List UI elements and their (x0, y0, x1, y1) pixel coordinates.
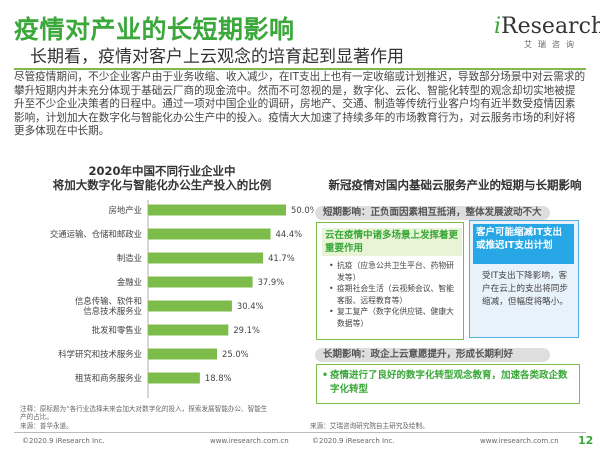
category-label-7: 租赁和商务服务业 (75, 373, 142, 383)
long-term-text: 疫情进行了良好的数字化转型观念教育，加速各类政企数字化转型 (322, 369, 574, 396)
value-label-3: 37.9% (258, 277, 285, 287)
bar-4 (148, 300, 232, 312)
value-label-0: 50.0% (291, 205, 314, 215)
category-label-3: 金融业 (117, 277, 142, 287)
bar-7 (148, 372, 200, 384)
category-label-2: 制造业 (117, 253, 142, 263)
logo-chinese-name: 艾瑞咨询 (524, 40, 580, 49)
value-label-2: 41.7% (268, 253, 295, 263)
chart-note-line-2: 产的占比。 (20, 413, 53, 422)
panel-source: 来源：艾瑞咨询研究院自主研究及绘制。 (310, 422, 429, 430)
value-label-5: 29.1% (233, 325, 260, 335)
negative-factor-text: 受IT支出下降影响，客户在云上的支出将同步缩减，但幅度将略小。 (482, 271, 568, 307)
negative-factor-heading: 客户可能缩减IT支出或推迟IT支出计划 (473, 224, 574, 264)
chart-title-line-1: 2020年中国不同行业企业中 (88, 164, 236, 178)
page-number: 12 (578, 434, 594, 447)
header-divider (14, 68, 586, 70)
value-label-1: 44.4% (276, 229, 303, 239)
bar-3 (148, 276, 253, 288)
list-item: 抗疫（应急公共卫生平台、药物研发等） (329, 260, 461, 283)
list-item: 疫期社会生活（云视频会议、智能客服、远程教育等） (329, 283, 461, 306)
long-term-label: 长期影响：政企上云意愿提升，形成长期利好 (315, 348, 550, 362)
positive-factor-list: 抗疫（应急公共卫生平台、药物研发等） 疫期社会生活（云视频会议、智能客服、远程教… (329, 260, 461, 329)
chart-note-line-1: 注释：原标题为“各行业选择未来会加大对数字化的投入，探索发展智能办公、智能生 (20, 405, 268, 413)
category-label-0: 房地产业 (109, 205, 143, 215)
category-label-6: 科学研究和技术服务业 (58, 349, 142, 359)
bar-2 (148, 252, 264, 264)
positive-factor-heading: 云在疫情中诸多场景上发挥着更重要作用 (322, 228, 462, 256)
bar-5 (148, 324, 229, 336)
footer-copyright-right: ©2020.9 iResearch Inc. (312, 437, 395, 445)
page-title: 疫情对产业的长短期影响 (14, 15, 295, 44)
chart-title-line-2: 将加大数字化与智能化办公生产投入的比例 (52, 178, 272, 192)
chart-note: 注释：原标题为“各行业选择未来会加大对数字化的投入，探索发展智能办公、智能生 产… (20, 405, 310, 430)
bar-1 (148, 228, 271, 240)
value-label-6: 25.0% (222, 349, 249, 359)
impact-panel-title: 新冠疫情对国内基础云服务产业的短期与长期影响 (328, 178, 582, 192)
intro-paragraph: 尽管疫情期间，不少企业客户由于业务收缩、收入减少，在IT支出上也有一定收缩或计划… (14, 71, 586, 138)
chart-source: 来源：普华永道。 (20, 421, 73, 430)
footer-website-left: www.iresearch.com.cn (210, 437, 289, 445)
positive-factor-box (316, 222, 464, 340)
chart-title: 2020年中国不同行业企业中 将加大数字化与智能化办公生产投入的比例 (14, 164, 310, 192)
footer-divider (14, 432, 586, 433)
category-label-5: 批发和零售业 (92, 325, 142, 335)
short-term-label: 短期影响：正负面因素相互抵消，整体发展波动不大 (315, 206, 550, 220)
bar-chart: 房地产业 50.0% 交通运输、仓储和邮政业 44.4% 制造业 41.7% 金融业 37.9… (50, 200, 314, 398)
long-term-box (316, 364, 580, 404)
iresearch-logo: iResearch 艾瑞咨询 (494, 14, 600, 58)
logo-wordmark: iResearch (494, 14, 600, 39)
list-item: 复工复产（数字化供应链、健康大数据等） (329, 306, 461, 329)
footer-copyright-left: ©2020.9 iResearch Inc. (22, 437, 105, 445)
category-label-4: 信息传输、软件和信息技术服务业 (75, 296, 142, 316)
footer-website-right: www.iresearch.com.cn (480, 437, 559, 445)
category-label-1: 交通运输、仓储和邮政业 (50, 229, 142, 239)
value-label-4: 30.4% (237, 301, 264, 311)
bar-0 (148, 204, 286, 216)
page-subtitle: 长期看，疫情对客户上云观念的培育起到显著作用 (30, 47, 404, 67)
value-label-7: 18.8% (205, 373, 232, 383)
bar-6 (148, 348, 217, 360)
